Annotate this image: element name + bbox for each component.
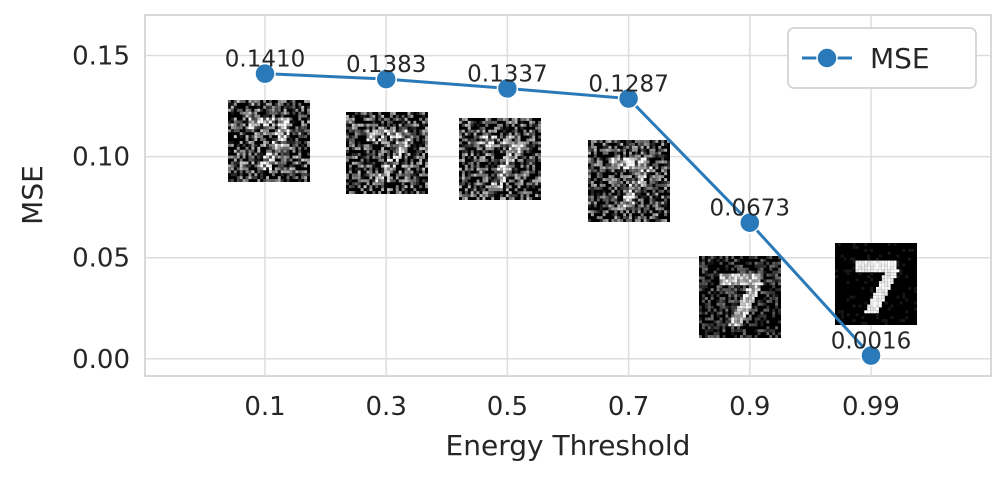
mse-point	[617, 87, 640, 110]
y-tick-label: 0.10	[72, 143, 130, 173]
digit-thumbnail-image	[835, 243, 917, 325]
data-value-label: 0.1287	[588, 72, 668, 98]
digit-thumbnail-image	[228, 100, 310, 182]
tick-labels: 0.1 0.3 0.5 0.7 0.9 0.99 0.00 0.05 0.10 0.15	[72, 41, 900, 422]
legend-marker-icon	[816, 47, 838, 69]
data-labels: 0.1410 0.1383 0.1337 0.1287 0.0673 0.0016	[225, 47, 911, 355]
data-value-label: 0.1410	[225, 47, 305, 73]
legend: MSE	[787, 27, 977, 89]
y-tick-label: 0.05	[72, 244, 130, 274]
legend-box	[787, 27, 977, 89]
series-group	[254, 62, 882, 367]
x-tick-label: 0.7	[608, 392, 649, 422]
y-tick-label: 0.15	[72, 41, 130, 71]
thumbnail-images	[228, 100, 917, 338]
x-tick-label: 0.5	[487, 392, 528, 422]
mse-series-line	[264, 72, 873, 357]
y-axis-label: MSE	[16, 165, 49, 225]
x-tick-label: 0.99	[842, 392, 900, 422]
digit-thumbnail-image	[588, 140, 670, 222]
x-tick-label: 0.9	[729, 392, 770, 422]
digit-thumbnail-image	[346, 112, 428, 194]
x-tick-label: 0.1	[244, 392, 285, 422]
mse-point	[860, 344, 882, 367]
mse-point	[254, 62, 276, 85]
digit-thumbnail-image	[699, 256, 781, 338]
data-value-label: 0.0673	[710, 196, 790, 222]
mse-point	[496, 77, 519, 100]
x-axis-label: Energy Threshold	[446, 429, 691, 462]
x-tick-label: 0.3	[366, 392, 407, 422]
mse-point	[739, 211, 761, 234]
y-tick-label: 0.00	[72, 345, 130, 375]
digit-thumbnail-image	[459, 118, 541, 200]
data-value-label: 0.1337	[467, 61, 547, 87]
data-value-label: 0.1383	[346, 52, 426, 78]
legend-label: MSE	[870, 42, 930, 75]
mse-point	[375, 68, 397, 90]
data-value-label: 0.0016	[831, 329, 911, 355]
